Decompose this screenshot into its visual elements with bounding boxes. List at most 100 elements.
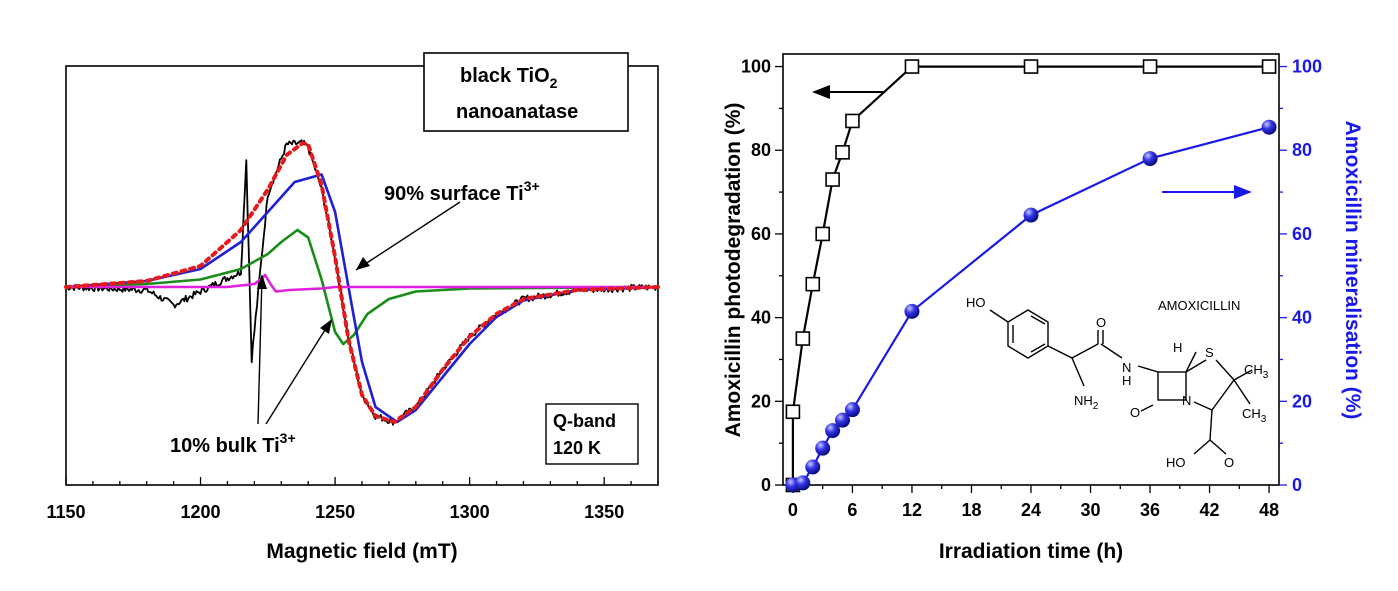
- atom-o-lactam: O: [1130, 405, 1140, 420]
- atom-h-ring: H: [1173, 340, 1182, 355]
- mineralisation-point: [795, 475, 811, 491]
- conditions-temperature: 120 K: [553, 438, 601, 458]
- epr-x-tick-label: 1350: [584, 502, 624, 522]
- deg-y-tick-label: 60: [751, 224, 771, 244]
- mineralisation-point: [1142, 151, 1158, 167]
- bulk-ti-arrow-line-2: [265, 321, 331, 425]
- deg-series-group: [785, 59, 1277, 493]
- photodegradation-point: [845, 113, 860, 129]
- epr-x-tick-label: 1300: [450, 502, 490, 522]
- simulated-fit-line: [64, 141, 660, 424]
- deg-y2-tick-label: 100: [1292, 57, 1322, 77]
- carboxyl-bond: [1209, 409, 1213, 441]
- carboxyl-oh-bond: [1193, 439, 1211, 455]
- mineralisation-point: [815, 440, 831, 456]
- deg-x-tick-label: 42: [1200, 500, 1220, 520]
- photodegradation-point: [825, 172, 840, 187]
- mineralisation-point: [835, 412, 851, 428]
- atom-methyl-2: CH3: [1242, 406, 1267, 425]
- phenol-bond: [989, 309, 1009, 323]
- h-bond: [1185, 351, 1197, 373]
- bulk-ti-arrowhead-1: [257, 274, 267, 289]
- ring-double-bond-2: [1030, 315, 1046, 325]
- epr-x-tick-label: 1250: [315, 502, 355, 522]
- deg-axes-ticks: 0 6 12 18 24 30 36 42 48 0 20 40 60 80 100 0 20 40 60 80 100: [741, 57, 1322, 520]
- deg-y-axis-label: Amoxicillin photodegradation (%): [722, 103, 745, 438]
- right-axis-arrowhead: [1234, 185, 1252, 199]
- photodegradation-point: [1142, 59, 1158, 74]
- epr-chart: 1150 1200 1250 1300 1350 black TiO2 nanoanat…: [46, 52, 660, 563]
- left-axis-arrowhead: [812, 85, 830, 99]
- s-bond-2: [1215, 359, 1235, 381]
- epr-x-tick-label: 1150: [46, 502, 85, 522]
- lactam-co-bond: [1140, 404, 1154, 412]
- atom-o-amide: O: [1096, 315, 1106, 330]
- epr-x-tick-label: 1200: [181, 502, 221, 522]
- deg-x-tick-label: 18: [961, 500, 981, 520]
- mineralisation-point: [1023, 207, 1039, 223]
- degradation-chart: 0 6 12 18 24 30 36 42 48 0 20 40 60 80 100 0 20 40 60 80 100: [722, 53, 1364, 563]
- carboxyl-co-bond: [1209, 439, 1227, 455]
- epr-title-box: [423, 52, 629, 132]
- mineralisation-point: [825, 423, 841, 439]
- molecule-name: AMOXICILLIN: [1158, 298, 1240, 313]
- deg-y2-tick-label: 80: [1292, 140, 1312, 160]
- methyl-bond-1: [1233, 369, 1253, 381]
- epr-series-group: [64, 139, 660, 426]
- mineralisation-point: [844, 402, 860, 418]
- conditions-band: Q-band: [553, 411, 616, 431]
- deg-x-tick-label: 0: [788, 500, 798, 520]
- atom-ho-carboxyl: HO: [1166, 455, 1186, 470]
- deg-y2-tick-label: 60: [1292, 224, 1312, 244]
- epr-title-line1: black TiO2: [460, 65, 558, 91]
- deg-y-tick-label: 80: [751, 140, 771, 160]
- alpha-carbonyl-bond: [1071, 343, 1099, 359]
- photodegradation-point: [904, 59, 920, 74]
- deg-y2-tick-label: 0: [1292, 475, 1302, 495]
- deg-x-tick-label: 30: [1081, 500, 1101, 520]
- deg-x-tick-label: 6: [847, 500, 857, 520]
- deg-y-tick-label: 0: [761, 475, 771, 495]
- ring-double-bond-3: [1030, 343, 1046, 353]
- deg-y-tick-label: 20: [751, 391, 771, 411]
- methyl-bond-2: [1233, 379, 1251, 405]
- photodegradation-point: [785, 404, 801, 420]
- deg-x-tick-label: 36: [1140, 500, 1160, 520]
- photodegradation-point: [1261, 59, 1277, 74]
- atom-n-lactam: N: [1182, 393, 1191, 408]
- photodegradation-point: [805, 276, 821, 292]
- deg-y2-tick-label: 20: [1292, 391, 1312, 411]
- n-lactam-bond: [1137, 365, 1159, 373]
- mineralisation-point: [1261, 119, 1277, 135]
- photodegradation-point: [835, 145, 850, 160]
- mineralisation-point: [904, 303, 920, 319]
- bulk-ti-component-green-line: [64, 228, 660, 346]
- atom-o-carboxyl: O: [1224, 455, 1234, 470]
- amoxicillin-structure: AMOXICILLIN HO O N H H S CH3 CH3 NH2 O N…: [966, 295, 1269, 470]
- surface-ti-arrowhead: [356, 257, 370, 270]
- bulk-ti-label: 10% bulk Ti3+: [170, 430, 296, 457]
- surface-ti-component-line: [64, 173, 660, 424]
- ring-alpha-bond: [1047, 345, 1073, 359]
- thiazolidine-bond: [1211, 379, 1235, 411]
- atom-h-amide: H: [1122, 373, 1131, 388]
- mineralisation-point: [805, 459, 821, 475]
- epr-x-axis-label: Magnetic field (mT): [266, 540, 457, 563]
- photodegradation-point: [795, 331, 811, 346]
- atom-n-amide: N: [1122, 360, 1131, 375]
- alpha-amine-bond: [1071, 357, 1085, 387]
- atom-methyl-1: CH3: [1244, 362, 1269, 381]
- bulk-ti-arrow-line-1: [257, 275, 263, 425]
- photodegradation-point: [815, 226, 830, 242]
- beta-lactam-ring: [1157, 371, 1187, 401]
- n-carbon-bond: [1193, 401, 1213, 411]
- atom-ho: HO: [966, 295, 986, 310]
- deg-x-tick-label: 12: [902, 500, 922, 520]
- amide-n-bond: [1100, 343, 1123, 359]
- surface-ti-label: 90% surface Ti3+: [384, 178, 540, 205]
- surface-ti-arrow-line: [355, 201, 461, 271]
- bulk-ti-arrowhead-2: [320, 319, 332, 334]
- atom-nh2: NH2: [1074, 393, 1099, 412]
- deg-x-tick-label: 48: [1259, 500, 1279, 520]
